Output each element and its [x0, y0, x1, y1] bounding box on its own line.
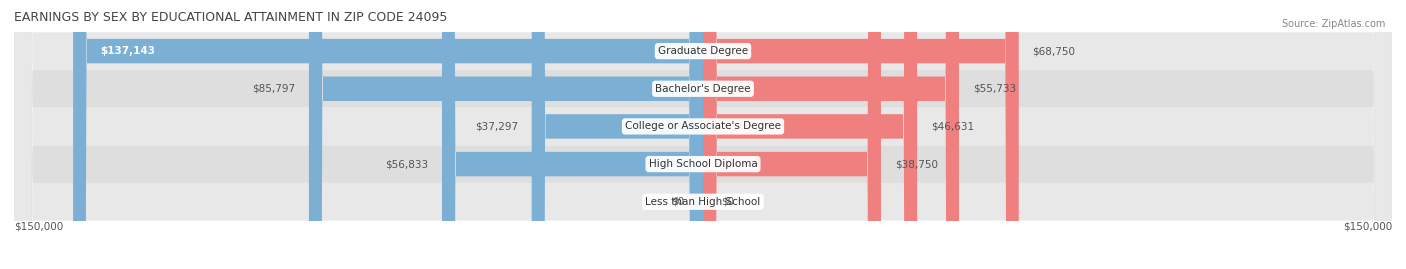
Text: $37,297: $37,297 [475, 121, 517, 132]
Text: College or Associate's Degree: College or Associate's Degree [626, 121, 780, 132]
Text: Less than High School: Less than High School [645, 197, 761, 207]
FancyBboxPatch shape [14, 0, 1392, 269]
FancyBboxPatch shape [14, 0, 1392, 269]
FancyBboxPatch shape [703, 0, 959, 269]
FancyBboxPatch shape [309, 0, 703, 269]
FancyBboxPatch shape [703, 0, 1019, 269]
Text: $137,143: $137,143 [101, 46, 156, 56]
FancyBboxPatch shape [14, 0, 1392, 269]
FancyBboxPatch shape [73, 0, 703, 269]
Text: $68,750: $68,750 [1032, 46, 1076, 56]
Text: $150,000: $150,000 [14, 221, 63, 231]
FancyBboxPatch shape [531, 0, 703, 269]
Text: $56,833: $56,833 [385, 159, 429, 169]
FancyBboxPatch shape [14, 0, 1392, 269]
Text: $38,750: $38,750 [894, 159, 938, 169]
Text: $0: $0 [721, 197, 734, 207]
FancyBboxPatch shape [441, 0, 703, 269]
FancyBboxPatch shape [14, 0, 1392, 269]
Text: Source: ZipAtlas.com: Source: ZipAtlas.com [1281, 19, 1385, 29]
Text: Graduate Degree: Graduate Degree [658, 46, 748, 56]
FancyBboxPatch shape [703, 0, 917, 269]
Text: High School Diploma: High School Diploma [648, 159, 758, 169]
Text: Bachelor's Degree: Bachelor's Degree [655, 84, 751, 94]
Text: $46,631: $46,631 [931, 121, 974, 132]
Text: $0: $0 [672, 197, 685, 207]
Text: $85,797: $85,797 [252, 84, 295, 94]
Text: $55,733: $55,733 [973, 84, 1017, 94]
FancyBboxPatch shape [703, 0, 882, 269]
Text: $150,000: $150,000 [1343, 221, 1392, 231]
Text: EARNINGS BY SEX BY EDUCATIONAL ATTAINMENT IN ZIP CODE 24095: EARNINGS BY SEX BY EDUCATIONAL ATTAINMEN… [14, 11, 447, 24]
